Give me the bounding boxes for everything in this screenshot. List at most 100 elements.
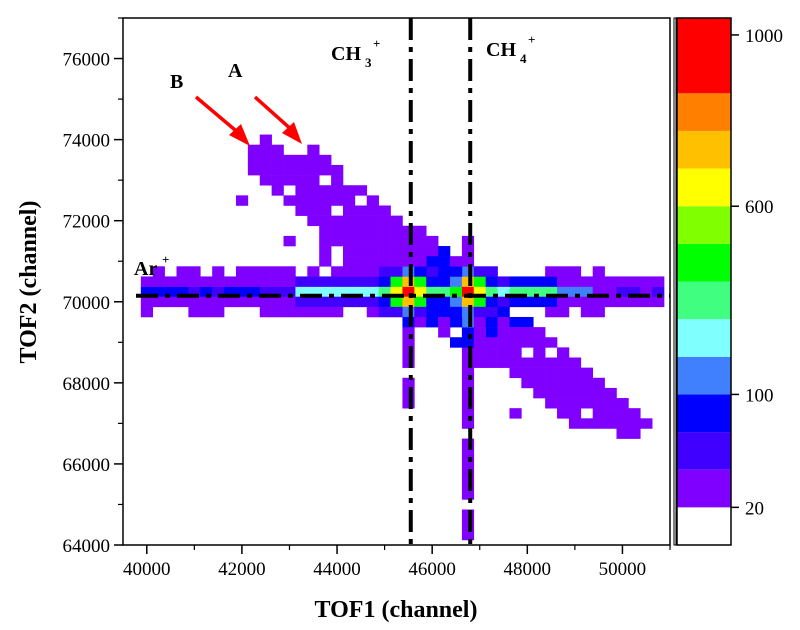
reference-lines bbox=[136, 18, 670, 545]
heatmap-cell bbox=[342, 246, 356, 257]
y-tick-label: 76000 bbox=[63, 50, 111, 71]
heatmap-cell bbox=[307, 286, 320, 297]
label-ch4-charge: + bbox=[528, 32, 535, 47]
heatmap-cell bbox=[497, 357, 510, 368]
colorbar-level bbox=[677, 356, 731, 395]
colorbar-tick-label: 20 bbox=[745, 498, 764, 519]
heatmap-cell bbox=[557, 387, 570, 399]
heatmap-cell bbox=[461, 266, 475, 277]
heatmap-cell bbox=[247, 276, 261, 287]
y-tick-label: 64000 bbox=[63, 536, 111, 557]
heatmap-cell bbox=[366, 276, 379, 287]
heatmap-cell bbox=[640, 286, 653, 297]
heatmap-cell bbox=[295, 164, 308, 176]
heatmap-cell bbox=[283, 164, 296, 176]
heatmap-cell bbox=[485, 316, 498, 328]
heatmap-cell bbox=[271, 296, 284, 308]
heatmap-cell bbox=[271, 175, 284, 186]
heatmap-cell bbox=[354, 215, 368, 227]
heatmap-cell bbox=[461, 458, 475, 470]
heatmap-cell bbox=[295, 286, 308, 297]
heatmap-cell bbox=[628, 296, 641, 308]
heatmap-cell bbox=[628, 276, 641, 287]
heatmap-cell bbox=[378, 225, 391, 237]
colorbar-frame bbox=[676, 17, 732, 546]
heatmap-cell bbox=[568, 408, 582, 419]
heatmap-cell bbox=[319, 276, 332, 287]
heatmap-cell bbox=[390, 276, 403, 287]
heatmap-cell bbox=[414, 246, 427, 257]
heatmap-cell bbox=[509, 327, 522, 338]
heatmap-cell bbox=[509, 357, 522, 368]
heatmap-cell bbox=[283, 154, 296, 166]
y-tick-label: 68000 bbox=[63, 374, 111, 395]
heatmap-cell bbox=[628, 428, 641, 439]
heatmap-cell bbox=[592, 387, 605, 399]
heatmap-cell bbox=[366, 225, 379, 237]
heatmap-cell bbox=[426, 235, 439, 247]
heatmap-cell bbox=[259, 306, 272, 318]
heatmap-cell bbox=[568, 296, 582, 308]
heatmap-cell bbox=[200, 306, 213, 318]
heatmap-cell bbox=[295, 185, 308, 196]
heatmap-cell bbox=[461, 468, 475, 480]
heatmap-cell bbox=[366, 286, 379, 297]
heatmap-cell bbox=[533, 337, 546, 348]
heatmap-cell bbox=[342, 215, 356, 227]
heatmap-cell bbox=[521, 357, 534, 368]
heatmap-cell bbox=[580, 286, 594, 297]
heatmap-cell bbox=[568, 266, 582, 277]
heatmap-cell bbox=[390, 266, 403, 277]
heatmap-cell bbox=[592, 398, 605, 409]
heatmap-cell bbox=[390, 235, 403, 247]
heatmap-cell bbox=[568, 377, 582, 389]
heatmap-cell bbox=[485, 306, 498, 318]
heatmap-cell bbox=[521, 337, 534, 348]
heatmap-cell bbox=[342, 256, 356, 267]
heatmap-cell bbox=[259, 134, 272, 145]
heatmap-cell bbox=[366, 256, 379, 267]
heatmap-cell bbox=[283, 296, 296, 308]
arrow-a-head bbox=[282, 122, 302, 144]
heatmap-cell bbox=[307, 144, 320, 156]
heatmap-cell bbox=[497, 276, 510, 287]
heatmap-cell bbox=[461, 256, 475, 267]
heatmap-cell bbox=[176, 286, 189, 297]
heatmap-cell bbox=[450, 256, 463, 267]
heatmap-cell bbox=[271, 185, 284, 196]
heatmap-cell bbox=[164, 276, 177, 287]
heatmap-cell bbox=[426, 256, 439, 267]
heatmap-cell bbox=[580, 387, 594, 399]
heatmap-cell bbox=[331, 286, 344, 297]
heatmap-cell bbox=[426, 266, 439, 277]
heatmap-cell bbox=[497, 316, 510, 328]
heatmap-cell bbox=[402, 266, 415, 277]
heatmap-cell bbox=[366, 195, 379, 206]
colorbar-level bbox=[677, 168, 731, 207]
heatmap-cell bbox=[319, 256, 332, 267]
label-ar-plus: Ar + bbox=[134, 252, 169, 280]
heatmap-cell bbox=[461, 316, 475, 328]
heatmap-cell bbox=[461, 347, 475, 358]
heatmap-cell bbox=[354, 256, 368, 267]
heatmap-cell bbox=[461, 246, 475, 257]
heatmap-cell bbox=[461, 438, 475, 450]
heatmap-cell bbox=[616, 408, 629, 419]
colorbar-level bbox=[677, 507, 731, 545]
heatmap-cell bbox=[366, 306, 379, 318]
heatmap-cell bbox=[152, 286, 165, 297]
heatmap-cell bbox=[354, 185, 368, 196]
heatmap-cell bbox=[378, 306, 391, 318]
heatmap-cell bbox=[545, 398, 558, 409]
heatmap-cell bbox=[497, 286, 510, 297]
heatmap-cell bbox=[545, 306, 558, 318]
heatmap-cell bbox=[414, 235, 427, 247]
heatmap-cell bbox=[331, 215, 344, 227]
heatmap-cell bbox=[557, 286, 570, 297]
heatmap-cell bbox=[342, 185, 356, 196]
heatmap-cell bbox=[295, 175, 308, 186]
heatmap-cell bbox=[461, 398, 475, 409]
heatmap-cell bbox=[390, 256, 403, 267]
heatmap-cell bbox=[188, 296, 201, 308]
heatmap-cell bbox=[378, 266, 391, 277]
